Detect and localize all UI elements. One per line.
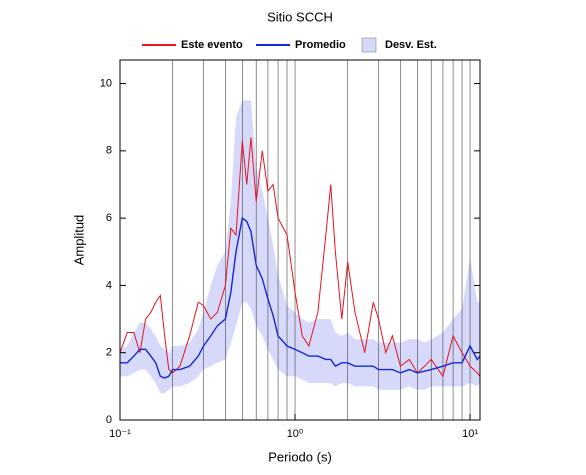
series-line <box>119 137 481 378</box>
y-tick-label: 0 <box>106 414 112 426</box>
legend-swatch <box>361 37 377 53</box>
x-tick-label: 10⁻¹ <box>109 428 131 440</box>
y-tick-label: 2 <box>106 347 112 359</box>
y-tick-label: 10 <box>100 77 112 89</box>
y-tick-label: 6 <box>106 212 112 224</box>
x-axis-label: Periodo (s) <box>268 449 332 464</box>
legend-label: Desv. Est. <box>385 39 437 51</box>
series-line <box>120 216 481 379</box>
legend-label: Promedio <box>295 39 346 51</box>
x-tick-label: 10⁰ <box>287 428 304 440</box>
plot-frame <box>119 59 481 421</box>
legend-label: Este evento <box>181 39 243 51</box>
x-tick-label: 10¹ <box>462 428 478 440</box>
y-tick-label: 4 <box>106 279 112 291</box>
chart-title: Sitio SCCH <box>267 9 333 24</box>
std-band <box>120 100 480 394</box>
y-tick-label: 8 <box>106 145 112 157</box>
y-axis-label: Amplitud <box>71 215 86 266</box>
